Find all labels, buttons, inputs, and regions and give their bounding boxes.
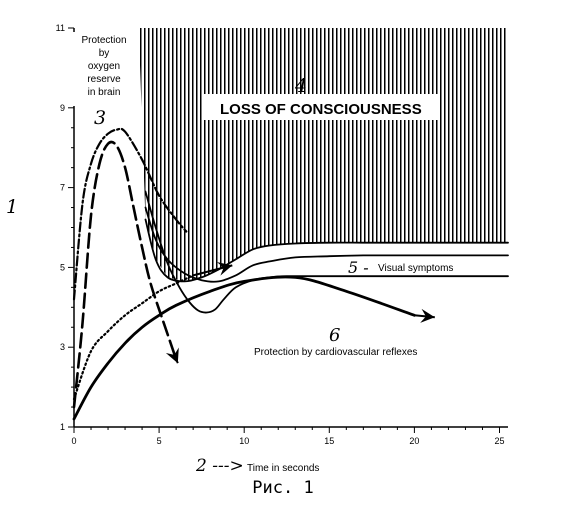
series-line-4 <box>72 274 195 401</box>
y-tick-label: 5 <box>60 262 65 272</box>
curve-number: 3 <box>94 107 106 129</box>
region-number: 4 <box>294 75 307 97</box>
x-tick-label: 5 <box>157 436 162 446</box>
x-axis-number: 2 ---> <box>195 456 244 476</box>
hatch-fill <box>138 28 509 282</box>
visual-number: 5 - <box>348 258 369 277</box>
oxygen-line-3: oxygen <box>88 61 120 72</box>
y-tick-label: 7 <box>60 183 65 193</box>
series-line-3 <box>72 275 416 421</box>
arrow-head-2 <box>165 347 179 364</box>
series-line-2 <box>72 140 178 409</box>
series-group <box>72 127 509 421</box>
series-line-1 <box>72 127 188 301</box>
region-label: LOSS OF CONSCIOUSNESS <box>220 101 422 118</box>
series-line-5 <box>144 190 509 314</box>
arrow-head-3 <box>420 308 435 323</box>
oxygen-line-5: in brain <box>88 87 121 98</box>
oxygen-label-bg <box>71 32 137 106</box>
series-line-7 <box>144 218 509 283</box>
oxygen-line-1: Protection <box>81 35 126 46</box>
figure-caption: Рис. 1 <box>252 478 313 498</box>
x-tick-label: 15 <box>324 436 334 446</box>
arrow-head-4 <box>217 262 233 276</box>
x-tick-label: 10 <box>239 436 249 446</box>
visual-label: Visual symptoms <box>378 263 453 274</box>
x-tick-label: 25 <box>494 436 504 446</box>
x-axis-label: Time in seconds <box>247 463 319 474</box>
region-label-bg <box>203 94 439 120</box>
arrow-group <box>165 262 435 364</box>
x-tick-label: 0 <box>71 436 76 446</box>
x-tick-label: 20 <box>409 436 419 446</box>
oxygen-line-2: by <box>99 48 110 59</box>
series-line-6 <box>144 206 509 283</box>
y-tick-label: 3 <box>60 342 65 352</box>
visual-label-bg <box>340 257 488 275</box>
y-axis-number: 1 <box>6 196 18 218</box>
protection-number: 6 <box>329 325 340 346</box>
loss-of-consciousness-region <box>138 28 509 282</box>
y-tick-label: 9 <box>60 103 65 113</box>
y-tick-label: 1 <box>60 422 65 432</box>
protection-label: Protection by cardiovascular reflexes <box>254 347 417 358</box>
y-tick-label: 11 <box>56 23 65 33</box>
oxygen-line-4: reserve <box>87 74 121 85</box>
